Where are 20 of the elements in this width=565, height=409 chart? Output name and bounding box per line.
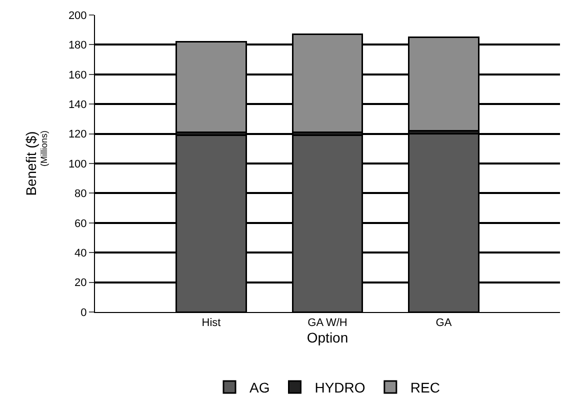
y-tick-label: 200 (68, 10, 87, 22)
y-tick-label: 100 (68, 158, 87, 170)
y-tick-label: 80 (74, 188, 87, 200)
x-tick-label: GA W/H (308, 317, 348, 330)
y-tick-label: 20 (74, 277, 87, 290)
y-tick-label: 40 (74, 247, 87, 260)
y-tick-label: 120 (68, 128, 87, 141)
legend-label: HYDRO (314, 379, 366, 396)
x-axis-title: Option (306, 330, 348, 346)
text: (Millions) (39, 130, 50, 167)
legend-label: REC (410, 379, 440, 396)
y-tick-label: 160 (68, 69, 87, 82)
x-tick-label: GA (436, 317, 452, 330)
legend-label: AG (250, 379, 270, 396)
y-axis-title: Benefit ($) (23, 131, 40, 196)
y-tick-label: 0 (80, 306, 87, 319)
y-tick-label: 140 (68, 98, 87, 111)
x-tick-label: Hist (202, 317, 221, 330)
y-tick-label: 60 (74, 218, 87, 230)
y-tick-label: 180 (68, 40, 87, 52)
